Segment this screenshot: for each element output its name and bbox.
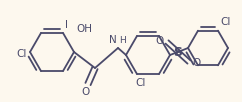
Text: Cl: Cl <box>17 49 27 59</box>
Text: N: N <box>109 35 117 45</box>
Text: I: I <box>65 20 68 30</box>
Text: OH: OH <box>76 24 92 34</box>
Text: O: O <box>156 36 164 46</box>
Text: Cl: Cl <box>220 17 230 27</box>
Text: Cl: Cl <box>136 78 146 88</box>
Text: O: O <box>81 87 89 97</box>
Text: S: S <box>174 45 182 59</box>
Text: O: O <box>192 58 200 68</box>
Text: H: H <box>119 36 126 45</box>
